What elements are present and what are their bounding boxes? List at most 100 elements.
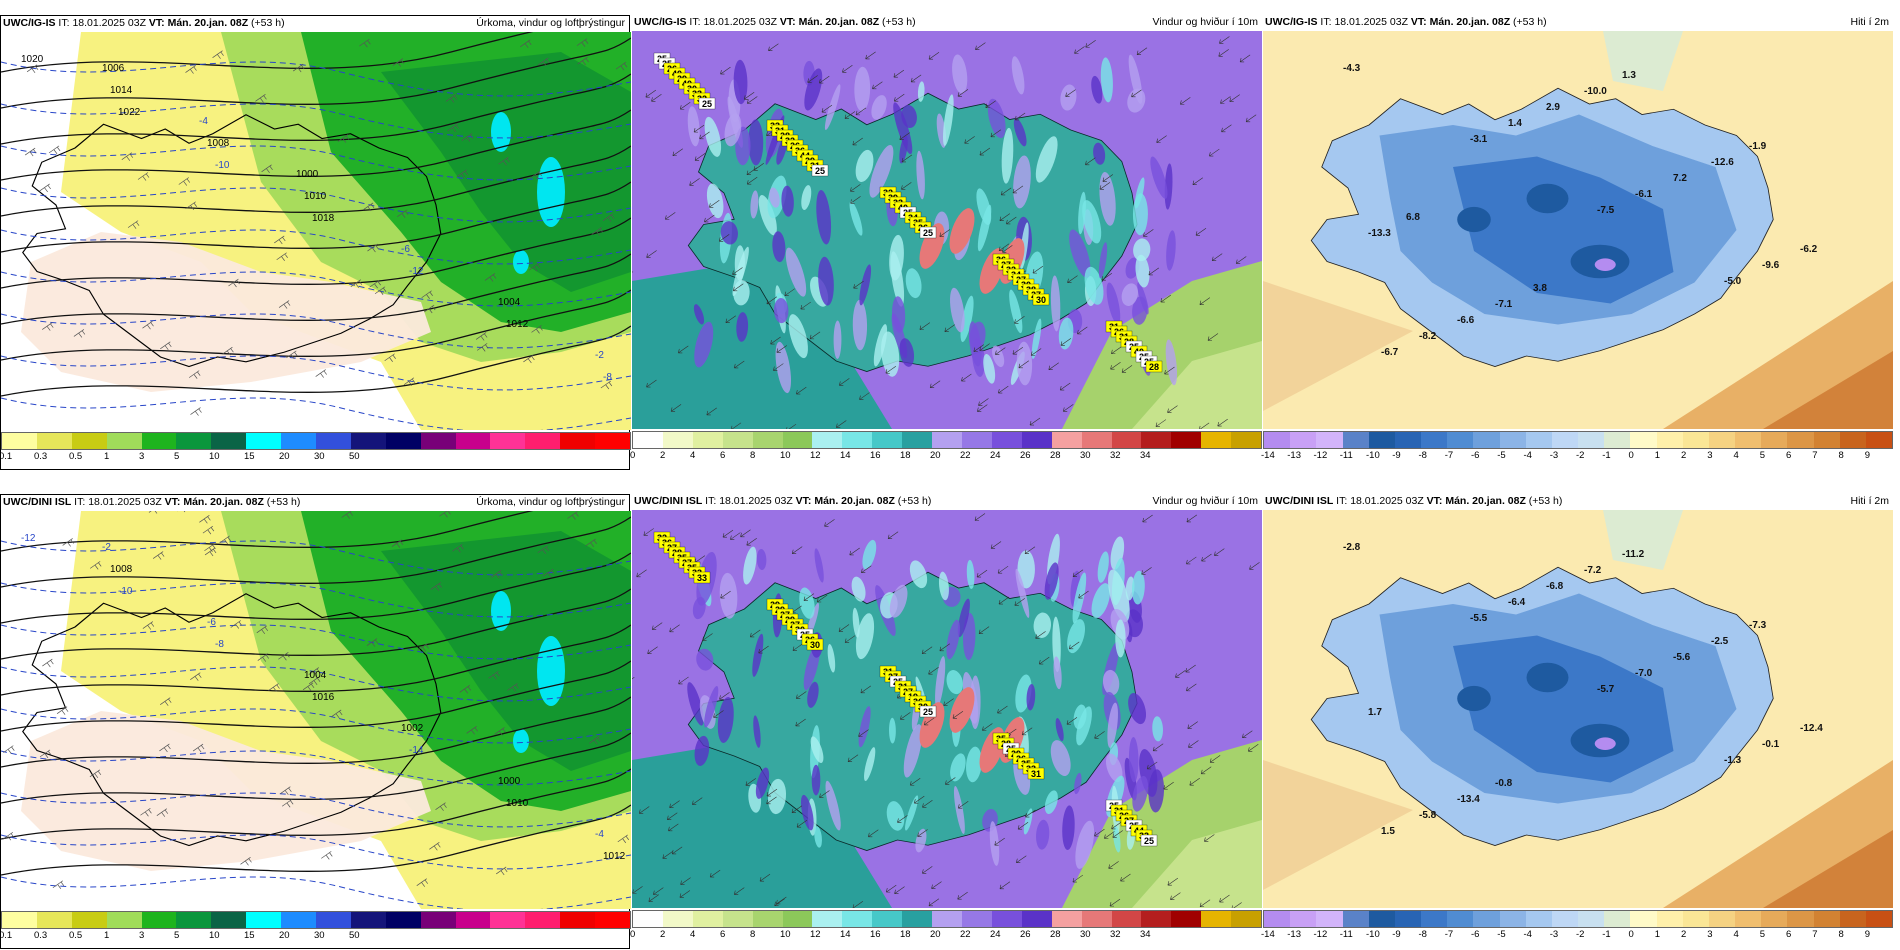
- colorbar-cell: [991, 432, 1022, 448]
- map-area[interactable]: 2533323631253139272626283332314032403428…: [632, 31, 1262, 429]
- colorbar-label: -10: [1366, 929, 1380, 940]
- colorbar-cell: [782, 432, 813, 448]
- colorbar-label: -4: [1523, 450, 1532, 461]
- model-name: UWC/IG-IS: [634, 16, 687, 28]
- colorbar-label: 5: [174, 930, 180, 941]
- colorbar-label: 9: [1864, 450, 1871, 461]
- map-area[interactable]: -2.8 -5.5 -5.7 -1.3 1.5 -6.4 -7.0 -0.1 -5.8 -6.8 -…: [1263, 510, 1893, 908]
- panel-precip-igis: UWC/IG-IS IT: 18.01.2025 03Z VT: Mán. 20…: [0, 15, 631, 470]
- panel-title: Vindur og hviður í 10m: [1152, 16, 1258, 28]
- colorbar-label: 2: [1681, 450, 1687, 461]
- colorbar-label: 0.5: [69, 930, 83, 941]
- map-area[interactable]: -12 -10 -8 1016 -14 1010 1012 1008 -6 1004 1002 100…: [1, 511, 631, 909]
- colorbar-label: 0.3: [34, 930, 48, 941]
- colorbar-cell: [1656, 911, 1683, 927]
- colorbar-label: -13: [1287, 929, 1301, 940]
- colorbar-label: -14: [1261, 450, 1275, 461]
- temperature-label: -5.8: [1419, 810, 1437, 821]
- model-name: UWC/DINI ISL: [3, 496, 72, 508]
- colorbar-cell: [842, 432, 873, 448]
- temperature-label: -2.5: [1711, 636, 1729, 647]
- colorbar-cell: [1201, 911, 1232, 927]
- colorbar-cell: [420, 433, 456, 449]
- colorbar-cell: [1141, 911, 1172, 927]
- model-name: UWC/DINI ISL: [1265, 495, 1334, 507]
- temperature-label: -6.8: [1546, 581, 1564, 592]
- temperature-label: -2.8: [1343, 542, 1361, 553]
- valid-time: Mán. 20.jan. 08Z: [798, 16, 880, 28]
- temperature-label: -8.2: [1419, 331, 1437, 342]
- colorbar-cell: [1264, 911, 1291, 927]
- panel-wind-dini: UWC/DINI ISL IT: 18.01.2025 03Z VT: Mán.…: [630, 494, 1262, 949]
- colorbar-cell: [1839, 432, 1866, 448]
- colorbar-cell: [211, 433, 247, 449]
- isoline-label: 1022: [118, 107, 141, 118]
- colorbar-label: -11: [1339, 450, 1353, 461]
- colorbar-cell: [1342, 911, 1369, 927]
- colorbar-cell: [1368, 432, 1395, 448]
- panel-header: UWC/DINI ISL IT: 18.01.2025 03Z VT: Mán.…: [1265, 495, 1889, 509]
- panel-precip-dini: UWC/DINI ISL IT: 18.01.2025 03Z VT: Mán.…: [0, 494, 631, 949]
- gust-label: 25: [698, 97, 716, 110]
- isoline-label: 1004: [498, 297, 521, 308]
- panel-title: Úrkoma, vindur og loftþrýstingur: [476, 17, 625, 29]
- colorbar-cell: [1865, 911, 1893, 927]
- colorbar-label: 6: [1786, 450, 1792, 461]
- colorbar-cell: [662, 432, 693, 448]
- colorbar-cell: [1264, 432, 1291, 448]
- valid-time: Mán. 20.jan. 08Z: [814, 495, 895, 507]
- colorbar-label: 7: [1812, 929, 1818, 940]
- map-canvas: 1020 1022 -10 1018 -12 1012 -8 1014 1008 1010 -6 10…: [1, 32, 631, 430]
- temperature-label: -6.7: [1381, 347, 1399, 358]
- isoline-label: -10: [215, 160, 230, 171]
- valid-time: Mán. 20.jan. 08Z: [1445, 495, 1526, 507]
- gust-label: 30: [1032, 293, 1050, 306]
- colorbar-cell: [1499, 432, 1526, 448]
- colorbar-label: -13: [1287, 450, 1301, 461]
- colorbar-cell: [961, 911, 992, 927]
- temperature-label: -7.5: [1597, 205, 1615, 216]
- colorbar-cell: [246, 433, 282, 449]
- map-area[interactable]: 1020 1022 -10 1018 -12 1012 -8 1014 1008 1010 -6 10…: [1, 32, 631, 430]
- temperature-label: -6.6: [1457, 315, 1475, 326]
- colorbar-label: 10: [780, 929, 791, 940]
- svg-text:25: 25: [1144, 836, 1154, 846]
- map-area[interactable]: 3229313525362927283127272525262829312927…: [632, 510, 1262, 908]
- colorbar-cell: [525, 433, 561, 449]
- colorbar-cell: [1630, 911, 1657, 927]
- colorbar-cell: [722, 432, 753, 448]
- colorbar-cell: [1421, 432, 1448, 448]
- colorbar-label: 1: [1654, 929, 1661, 940]
- colorbar-cell: [141, 912, 177, 928]
- colorbar-cell: [455, 912, 491, 928]
- colorbar-label: -8: [1418, 929, 1427, 940]
- isoline-label: 1014: [110, 85, 133, 96]
- colorbar-label: 22: [960, 450, 971, 461]
- map-area[interactable]: -4.3 -3.1 -7.5 -5.0 -6.7 1.4 -6.1 -9.6 -8.2 2.9 7.…: [1263, 31, 1893, 429]
- colorbar-cell: [1551, 911, 1579, 927]
- colorbar-cell: [176, 912, 212, 928]
- colorbar: 0.1 0.3 0.5 1 3 5 10 15 20 30 50: [0, 911, 631, 947]
- colorbar-label: 0.1: [0, 451, 13, 462]
- colorbar-cell: [1735, 432, 1762, 448]
- colorbar-label: -12: [1313, 929, 1328, 940]
- colorbar-cell: [1421, 911, 1448, 927]
- temperature-label: 1.3: [1622, 70, 1636, 81]
- colorbar-cell: [1081, 911, 1112, 927]
- colorbar-cell: [1111, 911, 1142, 927]
- svg-text:25: 25: [923, 707, 933, 717]
- gust-label: 25: [1140, 834, 1158, 847]
- colorbar-cell: [1813, 432, 1840, 448]
- colorbar-label: 26: [1020, 450, 1031, 461]
- colorbar-cell: [595, 433, 631, 449]
- colorbar-label: 20: [930, 929, 941, 940]
- it-label: IT:: [705, 495, 717, 507]
- colorbar-label: 14: [840, 929, 851, 940]
- colorbar-label: 1: [1654, 450, 1661, 461]
- svg-text:28: 28: [1149, 362, 1159, 372]
- colorbar-cell: [1316, 911, 1343, 927]
- colorbar-cell: [1735, 911, 1762, 927]
- colorbar-cell: [1787, 911, 1814, 927]
- colorbar-cell: [692, 911, 723, 927]
- it-label: IT:: [689, 16, 701, 28]
